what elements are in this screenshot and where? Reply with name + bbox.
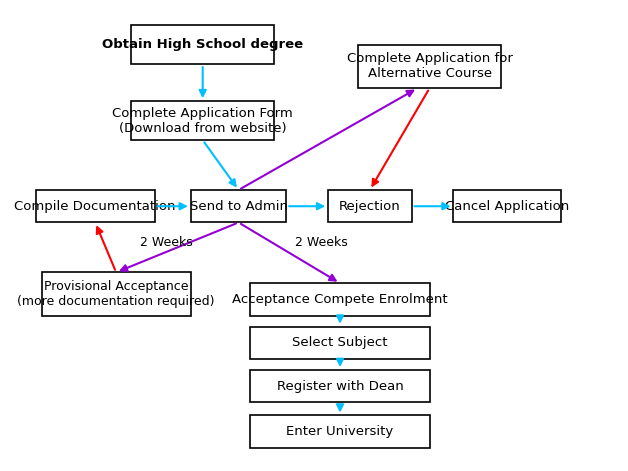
Text: Complete Application for
Alternative Course: Complete Application for Alternative Cou…	[347, 52, 512, 81]
FancyBboxPatch shape	[453, 190, 561, 222]
FancyBboxPatch shape	[36, 190, 155, 222]
Text: Provisional Acceptance
(more documentation required): Provisional Acceptance (more documentati…	[18, 280, 215, 308]
Text: Cancel Application: Cancel Application	[445, 200, 570, 213]
Text: Rejection: Rejection	[339, 200, 401, 213]
FancyBboxPatch shape	[328, 190, 412, 222]
FancyBboxPatch shape	[41, 272, 191, 316]
FancyBboxPatch shape	[251, 415, 430, 448]
FancyBboxPatch shape	[131, 101, 274, 140]
FancyBboxPatch shape	[131, 25, 274, 64]
Text: Acceptance Compete Enrolment: Acceptance Compete Enrolment	[232, 293, 448, 306]
Text: 2 Weeks: 2 Weeks	[295, 236, 348, 249]
Text: Obtain High School degree: Obtain High School degree	[102, 38, 303, 51]
Text: Select Subject: Select Subject	[292, 336, 387, 349]
Text: Complete Application Form
(Download from website): Complete Application Form (Download from…	[112, 106, 293, 135]
Text: Compile Documentation: Compile Documentation	[14, 200, 176, 213]
Text: Register with Dean: Register with Dean	[277, 380, 403, 393]
Text: 2 Weeks: 2 Weeks	[140, 236, 193, 249]
FancyBboxPatch shape	[251, 370, 430, 402]
FancyBboxPatch shape	[251, 283, 430, 316]
Text: Send to Admin: Send to Admin	[190, 200, 288, 213]
Text: Enter University: Enter University	[286, 425, 394, 438]
FancyBboxPatch shape	[191, 190, 286, 222]
FancyBboxPatch shape	[358, 45, 501, 88]
FancyBboxPatch shape	[251, 326, 430, 359]
